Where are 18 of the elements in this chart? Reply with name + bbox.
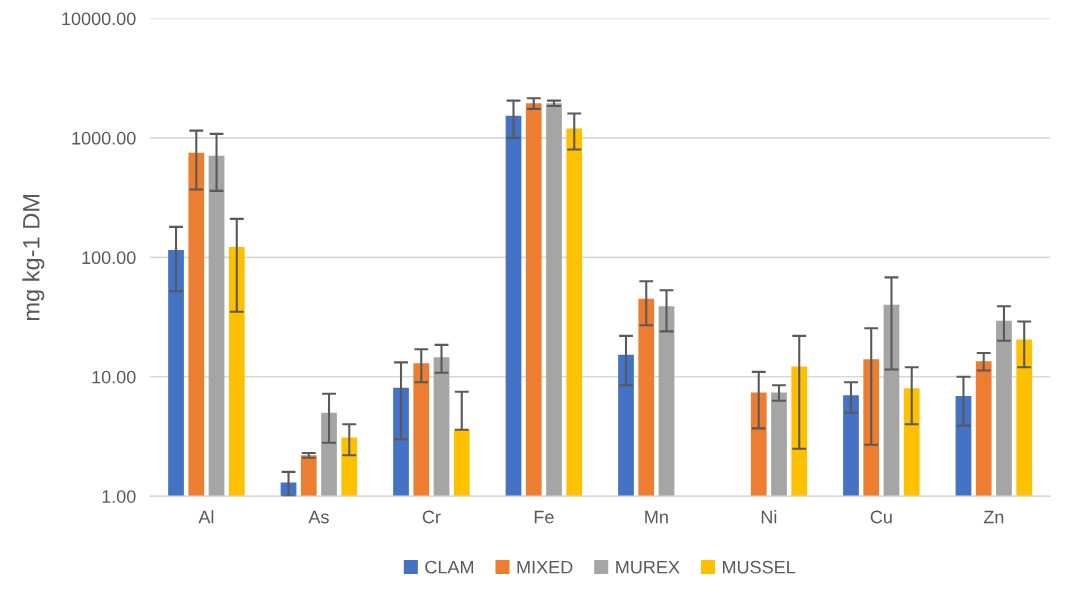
y-tick-label: 1.00 xyxy=(102,490,136,503)
x-tick-label: As xyxy=(308,510,329,524)
legend-label: MIXED xyxy=(517,560,573,574)
y-tick-label: 10.00 xyxy=(92,370,136,384)
y-axis-title: mg kg-1 DM xyxy=(22,194,45,321)
legend-label: CLAM xyxy=(425,560,474,574)
x-tick-label: Ni xyxy=(761,510,777,524)
x-tick-label: Al xyxy=(198,510,214,524)
y-tick-label: 1000.00 xyxy=(72,131,136,145)
x-tick-label: Cu xyxy=(870,510,892,524)
legend-label: MUSSEL xyxy=(722,560,796,574)
x-tick-label: Mn xyxy=(645,510,668,524)
y-tick-label: 10000.00 xyxy=(62,12,136,26)
x-tick-label: Zn xyxy=(983,510,1004,524)
y-tick-label: 100.00 xyxy=(82,251,136,265)
x-tick-label: Cr xyxy=(422,510,441,524)
legend-label: MUREX xyxy=(616,560,680,574)
x-tick-label: Fe xyxy=(534,510,554,524)
